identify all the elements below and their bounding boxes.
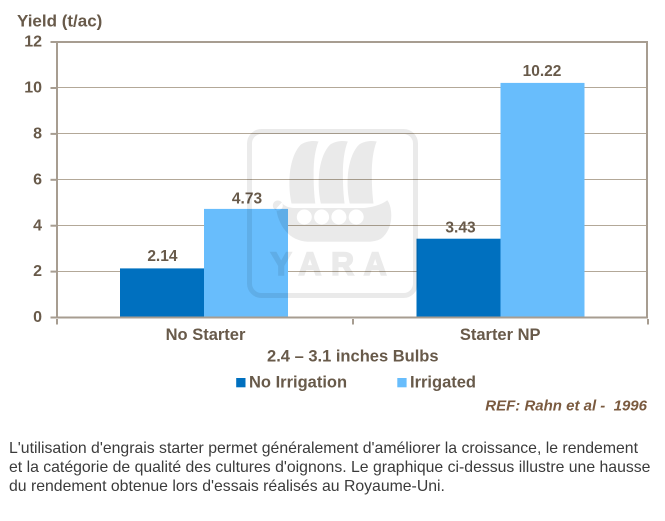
svg-text:0: 0: [33, 309, 42, 326]
svg-text:6: 6: [33, 171, 42, 188]
svg-text:2: 2: [33, 263, 42, 280]
svg-text:No Starter: No Starter: [166, 326, 246, 344]
svg-text:Irrigated: Irrigated: [410, 374, 476, 392]
svg-text:10: 10: [24, 80, 42, 97]
svg-text:Starter NP: Starter NP: [460, 326, 541, 344]
svg-text:10.22: 10.22: [523, 63, 562, 80]
svg-text:12: 12: [24, 34, 42, 51]
svg-text:No Irrigation: No Irrigation: [249, 374, 347, 392]
svg-text:Yield (t/ac): Yield (t/ac): [17, 12, 102, 31]
svg-text:YARA: YARA: [271, 246, 397, 282]
svg-text:2.4 – 3.1 inches Bulbs: 2.4 – 3.1 inches Bulbs: [267, 347, 439, 365]
svg-text:4: 4: [33, 217, 42, 234]
svg-text:2.14: 2.14: [147, 248, 178, 265]
svg-text:3.43: 3.43: [445, 220, 476, 237]
svg-text:REF: Rahn et al - 1996: REF: Rahn et al - 1996: [485, 398, 647, 415]
svg-text:8: 8: [33, 126, 42, 143]
svg-text:4.73: 4.73: [232, 190, 263, 207]
